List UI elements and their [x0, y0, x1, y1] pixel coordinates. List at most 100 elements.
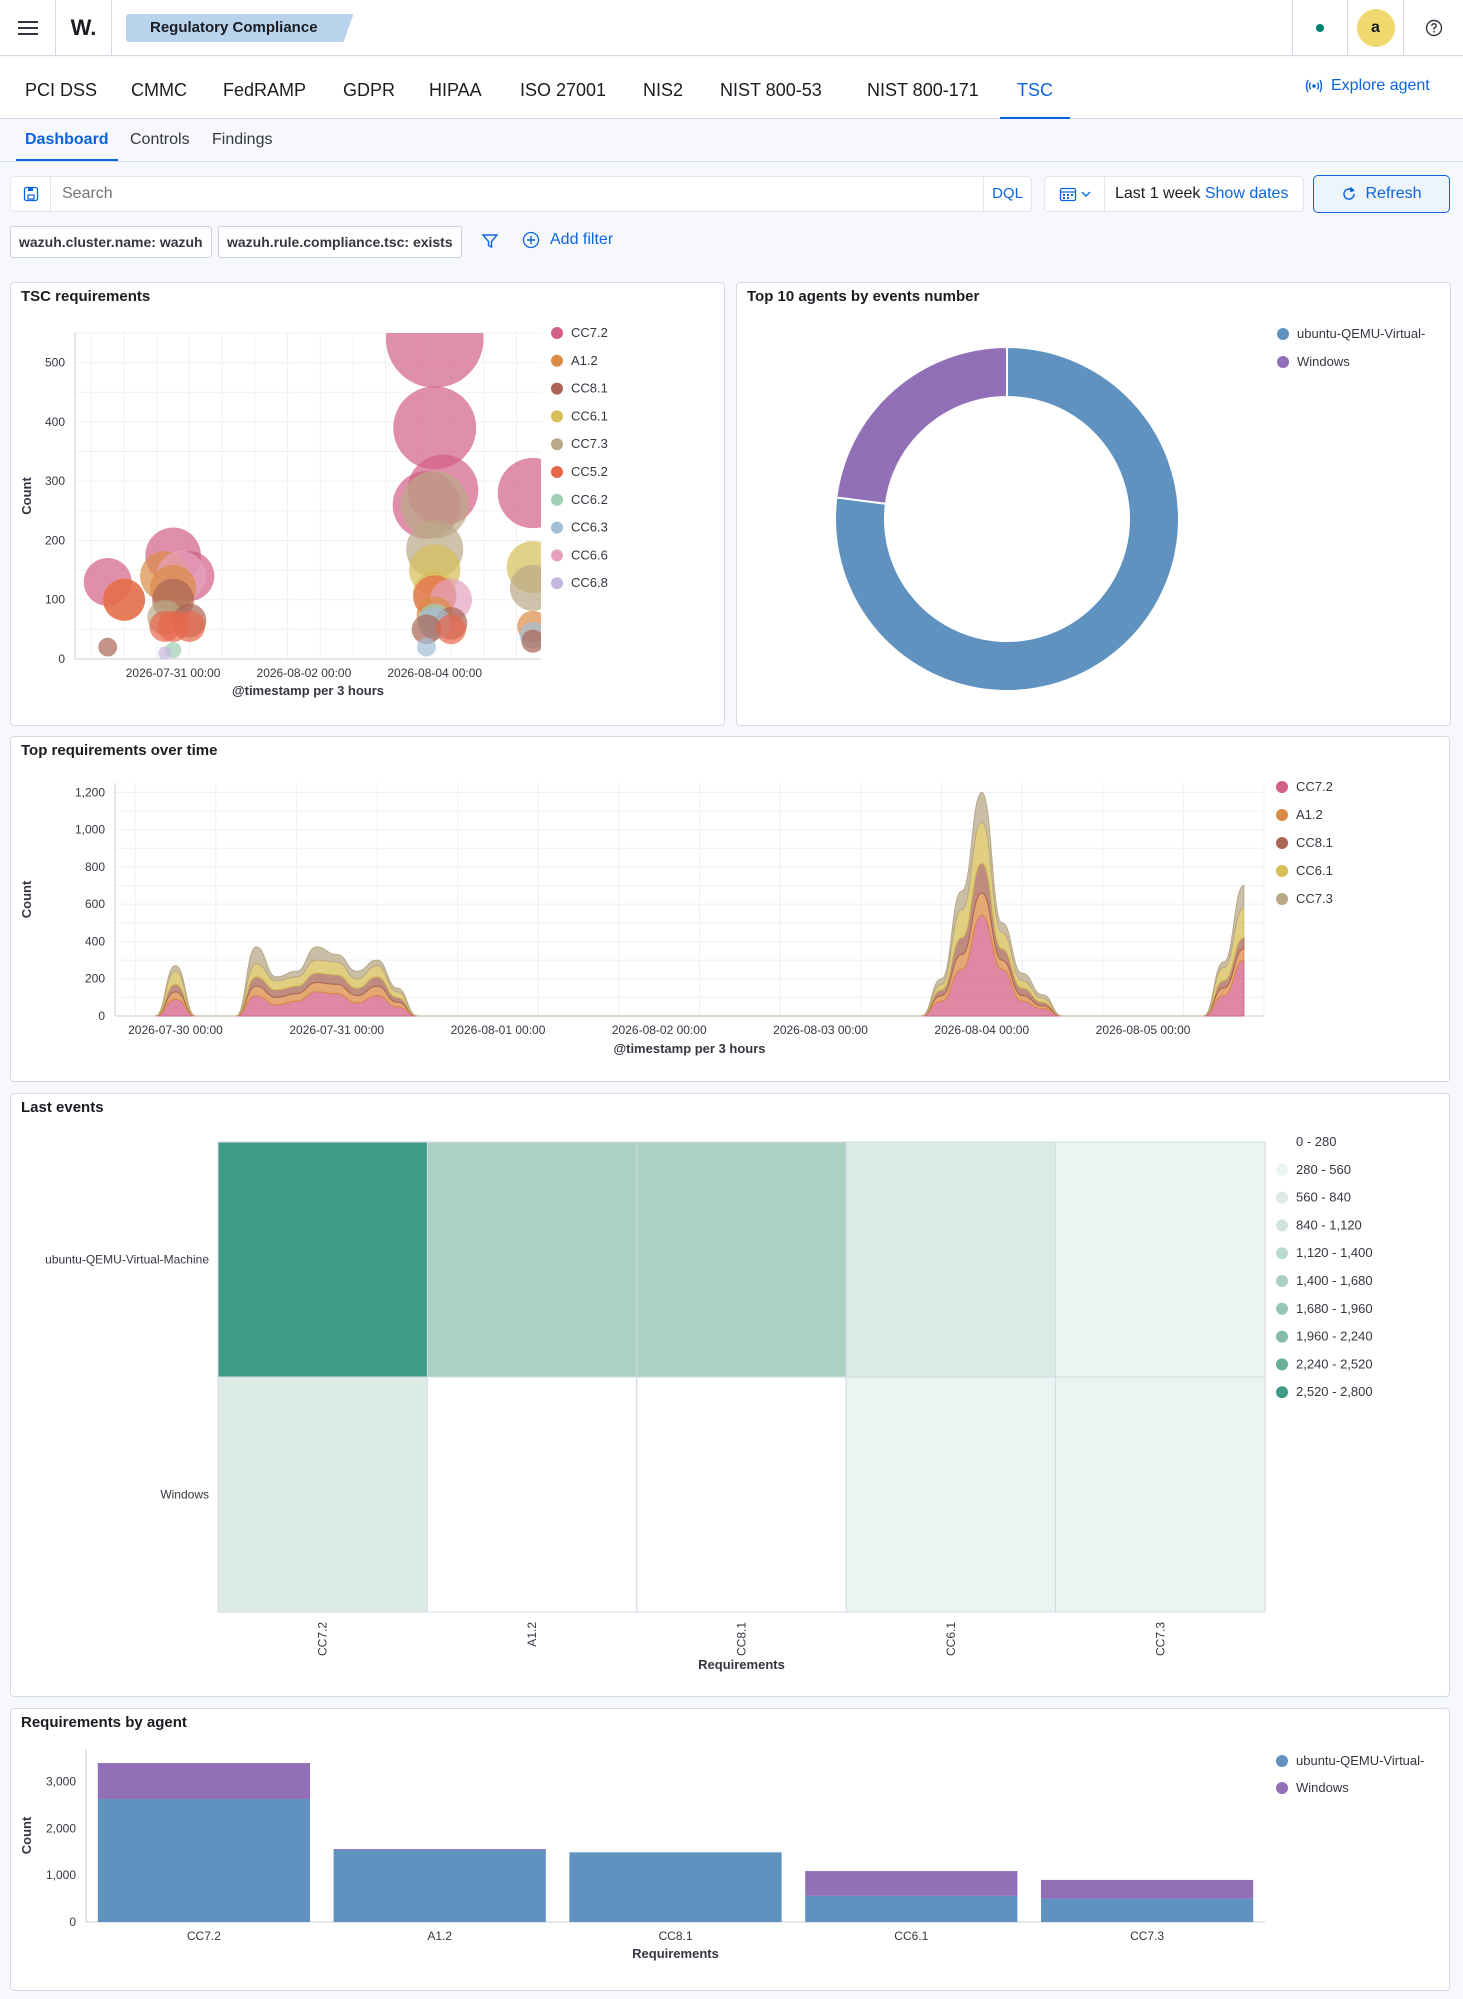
y-tick-label: 300 [45, 474, 65, 488]
tab-tsc[interactable]: TSC [1000, 57, 1070, 119]
save-icon [23, 186, 38, 202]
legend-swatch [1276, 1191, 1288, 1204]
legend-item-label: CC7.2 [1296, 779, 1333, 794]
legend-item-label: CC6.2 [571, 492, 608, 507]
bar-segment [333, 1849, 546, 1850]
heatmap-cell [426, 1141, 638, 1378]
legend-item-label: CC6.1 [1296, 863, 1333, 878]
bar-segment [569, 1852, 782, 1922]
y-tick-label: 800 [85, 860, 105, 874]
breadcrumb[interactable]: Regulatory Compliance [126, 14, 354, 42]
tab-pci-dss[interactable]: PCI DSS [25, 80, 98, 100]
heatmap-cell [1055, 1376, 1266, 1613]
x-tick-label: 2026-08-05 00:00 [1096, 1023, 1191, 1037]
legend-label: 840 - 1,120 [1296, 1217, 1362, 1232]
compliance-tabs: PCI DSS CMMC FedRAMP GDPR HIPAA ISO 2700… [0, 57, 1463, 119]
user-menu[interactable]: a [1348, 0, 1404, 56]
legend-label: 560 - 840 [1296, 1190, 1351, 1205]
bubble-point [521, 629, 541, 653]
legend-swatch [1276, 1302, 1288, 1315]
search-input[interactable] [52, 177, 988, 211]
y-axis-title: Count [19, 880, 34, 918]
y-tick-label: 0 [98, 1009, 105, 1023]
tab-gdpr[interactable]: GDPR [343, 80, 396, 100]
antenna-icon [1305, 79, 1323, 93]
legend-item-label: CC6.8 [571, 575, 608, 590]
heatmap-cell [636, 1376, 847, 1613]
subtab-dashboard[interactable]: Dashboard [16, 120, 118, 161]
bubble-point [400, 471, 469, 539]
explore-agent-button[interactable]: Explore agent [1305, 77, 1430, 95]
legend-item-label: CC8.1 [571, 381, 608, 396]
health-status[interactable] [1292, 0, 1348, 56]
legend-label: 1,400 - 1,680 [1296, 1273, 1373, 1288]
y-tick-label: 200 [85, 972, 105, 986]
legend-label: 2,520 - 2,800 [1296, 1384, 1373, 1399]
refresh-icon [1343, 186, 1356, 200]
heatmap-cell [1055, 1141, 1266, 1378]
x-tick-label: CC8.1 [658, 1929, 692, 1943]
bubble-point [509, 564, 541, 611]
subtab-findings[interactable]: Findings [212, 131, 273, 148]
tab-nis2[interactable]: NIS2 [643, 80, 684, 100]
query-language-toggle[interactable]: DQL [983, 177, 1031, 211]
wazuh-logo[interactable]: W. [56, 0, 112, 56]
x-axis-title: @timestamp per 3 hours [613, 1041, 765, 1056]
add-filter-button[interactable]: Add filter [522, 231, 613, 249]
legend-label: 1,960 - 2,240 [1296, 1329, 1373, 1344]
help-button[interactable] [1404, 0, 1463, 56]
x-tick-label: A1.2 [427, 1929, 452, 1943]
tab-hipaa[interactable]: HIPAA [429, 80, 482, 100]
subtab-controls[interactable]: Controls [130, 131, 190, 148]
x-tick-label: 2026-08-02 00:00 [257, 666, 352, 680]
legend-item-label: A1.2 [1296, 807, 1323, 822]
y-tick-label: 1,000 [75, 823, 105, 837]
tab-cmmc[interactable]: CMMC [131, 80, 187, 100]
time-range-label: Last 1 week [1115, 185, 1201, 202]
bubble-point [158, 646, 172, 659]
y-tick-label: 1,000 [46, 1868, 76, 1882]
column-label: A1.2 [525, 1622, 539, 1647]
tab-fedramp[interactable]: FedRAMP [223, 80, 307, 100]
saved-queries-button[interactable] [11, 177, 51, 211]
heatmap-cell [217, 1376, 428, 1613]
y-tick-label: 0 [58, 652, 65, 666]
x-axis-title: Requirements [698, 1657, 785, 1672]
legend-item-swatch [1276, 1755, 1288, 1767]
bubbles [83, 333, 541, 659]
funnel-icon [481, 234, 499, 249]
column-label: CC8.1 [735, 1622, 749, 1656]
quick-select-button[interactable] [1045, 177, 1105, 211]
tab-nist-800-171[interactable]: NIST 800-171 [867, 80, 979, 100]
status-dot-icon [1316, 24, 1324, 32]
y-tick-label: 400 [85, 934, 105, 948]
show-dates-link[interactable]: Show dates [1204, 185, 1289, 202]
legend-label: 0 - 280 [1296, 1134, 1336, 1149]
tab-iso-27001[interactable]: ISO 27001 [520, 80, 607, 100]
filter-pill-tsc[interactable]: wazuh.rule.compliance.tsc: exists [218, 226, 462, 258]
legend-item-label: CC5.2 [571, 464, 608, 479]
bubble-point [497, 457, 541, 529]
panel-requirements-over-time: Top requirements over time 0 200 400 600 800… [10, 736, 1450, 1082]
bubble-point [393, 386, 477, 470]
legend-item-label: CC6.1 [571, 408, 608, 423]
legend-item-swatch [551, 327, 563, 339]
column-label: CC7.2 [316, 1622, 330, 1656]
legend-label: 280 - 560 [1296, 1162, 1351, 1177]
legend-item-swatch [1277, 356, 1289, 368]
filter-pill-cluster[interactable]: wazuh.cluster.name: wazuh [10, 226, 212, 258]
legend-item-swatch [551, 549, 563, 562]
filter-options-button[interactable] [481, 232, 499, 255]
legend-item-label: Windows [1296, 1780, 1349, 1795]
bar-segment [805, 1871, 1018, 1896]
legend-item-swatch [1277, 328, 1289, 340]
refresh-button[interactable]: Refresh [1313, 175, 1450, 213]
chevron-down-icon [1081, 191, 1090, 197]
menu-button[interactable] [0, 0, 56, 56]
legend-item-swatch [551, 438, 563, 451]
hamburger-icon [17, 21, 38, 35]
tab-nist-800-53[interactable]: NIST 800-53 [720, 80, 822, 100]
y-tick-label: 500 [45, 356, 65, 370]
bar-segment [805, 1895, 1018, 1922]
legend-item-label: CC7.3 [571, 436, 608, 451]
